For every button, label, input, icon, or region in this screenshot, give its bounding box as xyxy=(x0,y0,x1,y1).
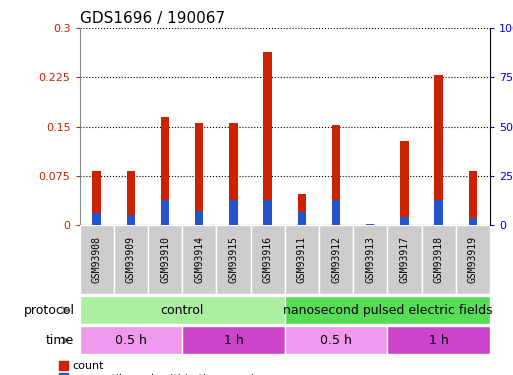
Bar xyxy=(127,215,135,225)
Text: GSM93918: GSM93918 xyxy=(433,236,444,283)
Text: GSM93911: GSM93911 xyxy=(297,236,307,283)
FancyBboxPatch shape xyxy=(456,225,490,294)
Text: 1 h: 1 h xyxy=(224,334,243,347)
Bar xyxy=(435,75,443,225)
FancyBboxPatch shape xyxy=(114,225,148,294)
FancyBboxPatch shape xyxy=(387,225,422,294)
Text: control: control xyxy=(161,304,204,317)
Bar xyxy=(298,194,306,225)
Text: GSM93913: GSM93913 xyxy=(365,236,375,283)
FancyBboxPatch shape xyxy=(285,225,319,294)
FancyBboxPatch shape xyxy=(285,326,387,354)
Text: protocol: protocol xyxy=(24,304,74,317)
FancyBboxPatch shape xyxy=(216,225,250,294)
FancyBboxPatch shape xyxy=(319,225,353,294)
Bar xyxy=(298,212,306,225)
Bar xyxy=(366,224,374,225)
Legend: count, percentile rank within the sample: count, percentile rank within the sample xyxy=(60,361,261,375)
Bar xyxy=(229,200,238,225)
FancyBboxPatch shape xyxy=(250,225,285,294)
Bar xyxy=(468,218,477,225)
FancyBboxPatch shape xyxy=(80,296,285,324)
FancyBboxPatch shape xyxy=(80,225,114,294)
FancyBboxPatch shape xyxy=(182,326,285,354)
Text: GSM93910: GSM93910 xyxy=(160,236,170,283)
FancyBboxPatch shape xyxy=(387,326,490,354)
Bar xyxy=(263,53,272,225)
Text: GSM93915: GSM93915 xyxy=(228,236,239,283)
Bar xyxy=(161,117,169,225)
Bar xyxy=(92,171,101,225)
Text: GSM93917: GSM93917 xyxy=(400,236,409,283)
Text: GSM93916: GSM93916 xyxy=(263,236,272,283)
FancyBboxPatch shape xyxy=(422,225,456,294)
Bar xyxy=(195,211,204,225)
Bar xyxy=(332,200,340,225)
FancyBboxPatch shape xyxy=(182,225,216,294)
Bar xyxy=(127,171,135,225)
Bar xyxy=(229,123,238,225)
FancyBboxPatch shape xyxy=(285,296,490,324)
FancyBboxPatch shape xyxy=(80,326,182,354)
Bar xyxy=(332,125,340,225)
Bar xyxy=(161,200,169,225)
FancyBboxPatch shape xyxy=(353,225,387,294)
Text: GDS1696 / 190067: GDS1696 / 190067 xyxy=(80,10,225,26)
Bar xyxy=(366,224,374,225)
Bar xyxy=(468,171,477,225)
Text: 0.5 h: 0.5 h xyxy=(115,334,147,347)
Bar xyxy=(400,217,409,225)
Text: 0.5 h: 0.5 h xyxy=(320,334,352,347)
Text: GSM93914: GSM93914 xyxy=(194,236,204,283)
Text: 1 h: 1 h xyxy=(429,334,448,347)
Text: GSM93908: GSM93908 xyxy=(92,236,102,283)
Bar xyxy=(92,213,101,225)
Text: GSM93919: GSM93919 xyxy=(468,236,478,283)
FancyBboxPatch shape xyxy=(148,225,182,294)
Bar xyxy=(400,141,409,225)
Bar xyxy=(435,200,443,225)
Text: GSM93912: GSM93912 xyxy=(331,236,341,283)
Bar xyxy=(263,200,272,225)
Text: time: time xyxy=(46,334,74,347)
Text: nanosecond pulsed electric fields: nanosecond pulsed electric fields xyxy=(283,304,492,317)
Text: GSM93909: GSM93909 xyxy=(126,236,136,283)
Bar xyxy=(195,123,204,225)
